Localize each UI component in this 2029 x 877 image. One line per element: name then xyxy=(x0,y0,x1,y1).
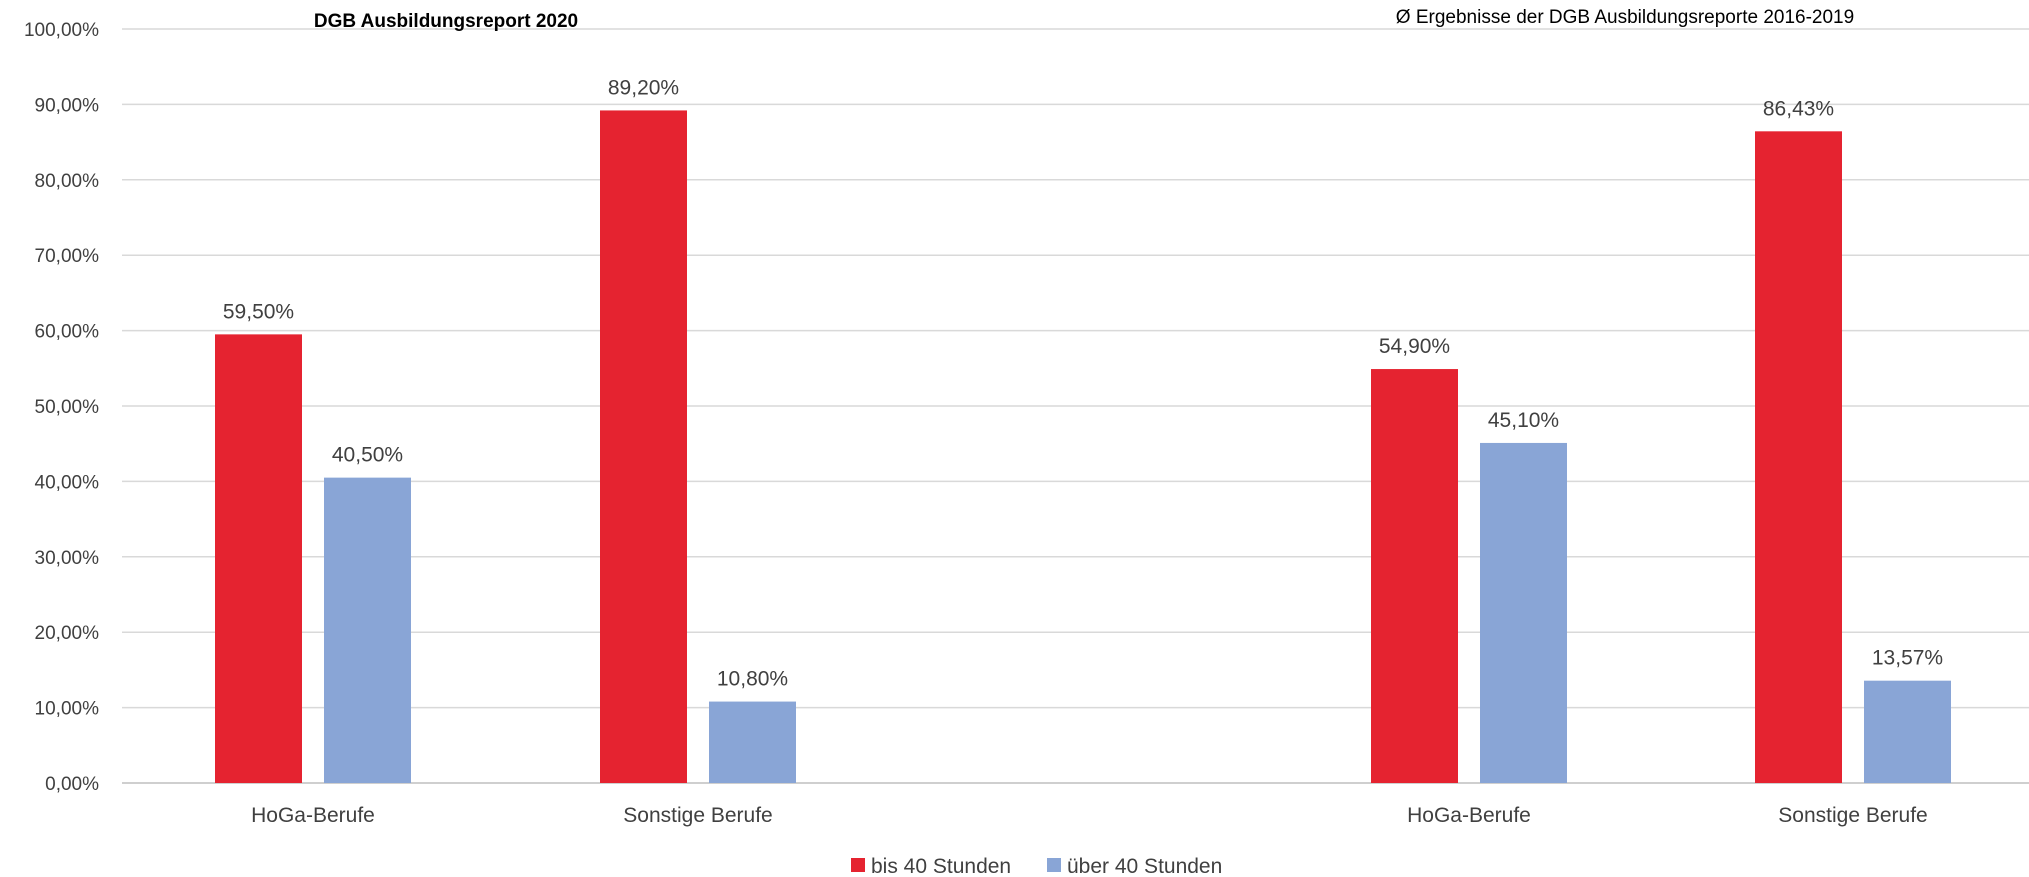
y-tick-label: 40,00% xyxy=(35,472,100,493)
data-label: 10,80% xyxy=(717,668,788,691)
y-tick-label: 30,00% xyxy=(35,548,100,569)
x-category-label: Sonstige Berufe xyxy=(623,804,772,827)
x-category-label: HoGa-Berufe xyxy=(1407,804,1531,827)
y-tick-label: 20,00% xyxy=(35,623,100,644)
legend-label: über 40 Stunden xyxy=(1067,855,1222,877)
data-label: 45,10% xyxy=(1488,409,1559,432)
legend-swatch xyxy=(851,858,865,872)
legend-swatch xyxy=(1047,858,1061,872)
y-tick-label: 70,00% xyxy=(35,246,100,267)
data-label: 59,50% xyxy=(223,300,294,323)
bar-bis-40 xyxy=(215,334,302,783)
y-tick-label: 10,00% xyxy=(35,699,100,720)
y-tick-label: 0,00% xyxy=(45,774,99,795)
bar-bis-40 xyxy=(1755,131,1842,783)
bar-ueber-40 xyxy=(324,477,411,783)
chart-title-2020: DGB Ausbildungsreport 2020 xyxy=(314,11,578,32)
data-label: 13,57% xyxy=(1872,647,1943,670)
bar-bis-40 xyxy=(600,110,687,783)
bar-ueber-40 xyxy=(1480,442,1567,783)
data-label: 40,50% xyxy=(332,444,403,467)
bar-bis-40 xyxy=(1371,369,1458,783)
x-category-label: Sonstige Berufe xyxy=(1778,804,1927,827)
y-tick-label: 90,00% xyxy=(35,95,100,116)
gridlines xyxy=(122,28,2029,784)
x-category-label: HoGa-Berufe xyxy=(251,804,375,827)
data-label: 54,90% xyxy=(1379,335,1450,358)
data-labels: 59,50% 40,50% 89,20% 10,80% 54,90% 45,10% 86,4… xyxy=(223,76,1943,690)
legend-label: bis 40 Stunden xyxy=(871,855,1011,877)
y-tick-label: 60,00% xyxy=(35,322,100,343)
data-label: 89,20% xyxy=(608,76,679,99)
bar-ueber-40 xyxy=(1864,680,1951,783)
bars xyxy=(215,110,1951,783)
y-tick-label: 100,00% xyxy=(24,20,99,41)
bar-ueber-40 xyxy=(709,701,796,783)
legend: bis 40 Stunden über 40 Stunden xyxy=(851,855,1222,877)
y-tick-label: 50,00% xyxy=(35,397,100,418)
data-label: 86,43% xyxy=(1763,97,1834,120)
y-tick-label: 80,00% xyxy=(35,171,100,192)
x-axis: HoGa-Berufe Sonstige Berufe HoGa-Berufe Son… xyxy=(251,804,1928,827)
y-axis: 0,00% 10,00% 20,00% 30,00% 40,00% 50,00% 60,00… xyxy=(24,20,99,795)
chart-title-2016-2019: Ø Ergebnisse der DGB Ausbildungsreporte … xyxy=(1396,7,1854,28)
